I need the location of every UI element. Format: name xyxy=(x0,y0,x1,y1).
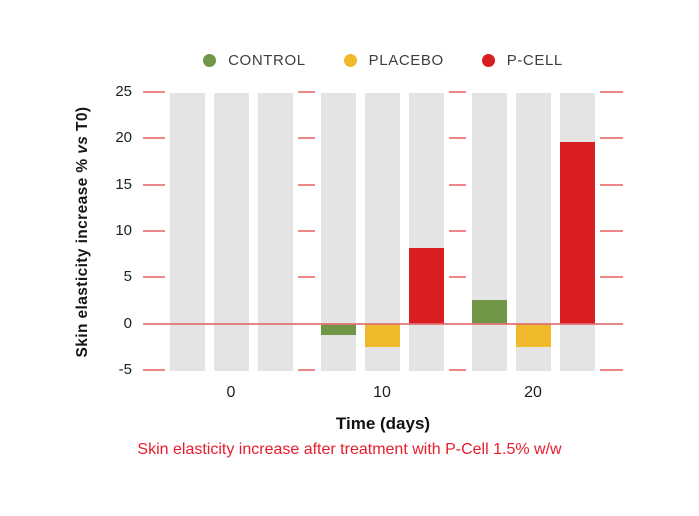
gridline-dash xyxy=(449,369,466,371)
gridline-dash xyxy=(600,230,623,232)
gridline-dash xyxy=(600,183,623,186)
background-column xyxy=(471,93,507,371)
gridline-dash xyxy=(298,230,315,232)
bar-p-cell-day20 xyxy=(559,142,595,324)
gridline-dash xyxy=(143,137,165,140)
gridline-dash xyxy=(600,369,623,371)
bar-p-cell-day10 xyxy=(408,247,444,324)
gridline-dash xyxy=(143,230,165,232)
gridline-dash xyxy=(143,276,165,279)
placebo-dot-icon xyxy=(343,53,357,67)
gridline-dash xyxy=(143,91,165,93)
background-column xyxy=(408,93,444,371)
y-tick-label: 20 xyxy=(115,129,132,147)
y-tick-label: 15 xyxy=(115,175,132,193)
gridline-dash xyxy=(298,369,315,371)
caption: Skin elasticity increase after treatment… xyxy=(137,441,562,458)
gridline-dash xyxy=(143,369,165,371)
x-tick-label: 0 xyxy=(226,384,236,401)
x-axis-title: Time (days) xyxy=(335,414,431,433)
gridline-dash xyxy=(600,137,623,140)
legend: CONTROL PLACEBO P-CELL xyxy=(143,50,623,70)
gridline-dash xyxy=(298,137,315,140)
bar-control-day10 xyxy=(320,323,356,335)
legend-item-control: CONTROL xyxy=(203,52,306,69)
gridline-dash xyxy=(449,230,466,232)
gridline-dash xyxy=(298,91,315,93)
background-column xyxy=(213,93,249,371)
x-tick-label: 20 xyxy=(524,384,542,401)
pcell-dot-icon xyxy=(481,53,495,67)
background-column xyxy=(169,93,205,371)
bar-control-day20 xyxy=(471,299,507,324)
legend-label-placebo: PLACEBO xyxy=(368,51,444,69)
y-tick-label: 10 xyxy=(115,222,132,239)
gridline-dash xyxy=(449,137,466,140)
background-column xyxy=(257,93,293,371)
control-dot-icon xyxy=(203,53,217,67)
bar-placebo-day20 xyxy=(515,323,551,347)
gridline-dash xyxy=(449,183,466,186)
gridline-dash xyxy=(449,276,466,279)
legend-item-pcell: P-CELL xyxy=(481,51,563,69)
y-tick-label: 0 xyxy=(123,314,132,332)
x-tick-label: 10 xyxy=(373,384,391,401)
gridline-dash xyxy=(600,276,623,279)
gridline-dash xyxy=(449,91,466,93)
y-tick-label: 5 xyxy=(123,268,132,286)
y-tick-label: 25 xyxy=(115,83,132,100)
gridline-dash xyxy=(298,276,315,279)
y-tick-label: -5 xyxy=(118,361,132,378)
legend-label-control: CONTROL xyxy=(228,51,306,69)
legend-label-pcell: P-CELL xyxy=(506,51,563,69)
gridline-dash xyxy=(298,183,315,186)
legend-item-placebo: PLACEBO xyxy=(343,51,444,69)
gridline-dash xyxy=(600,91,623,93)
gridline-dash xyxy=(143,183,165,186)
zero-baseline xyxy=(143,322,623,325)
bar-placebo-day10 xyxy=(364,323,400,347)
